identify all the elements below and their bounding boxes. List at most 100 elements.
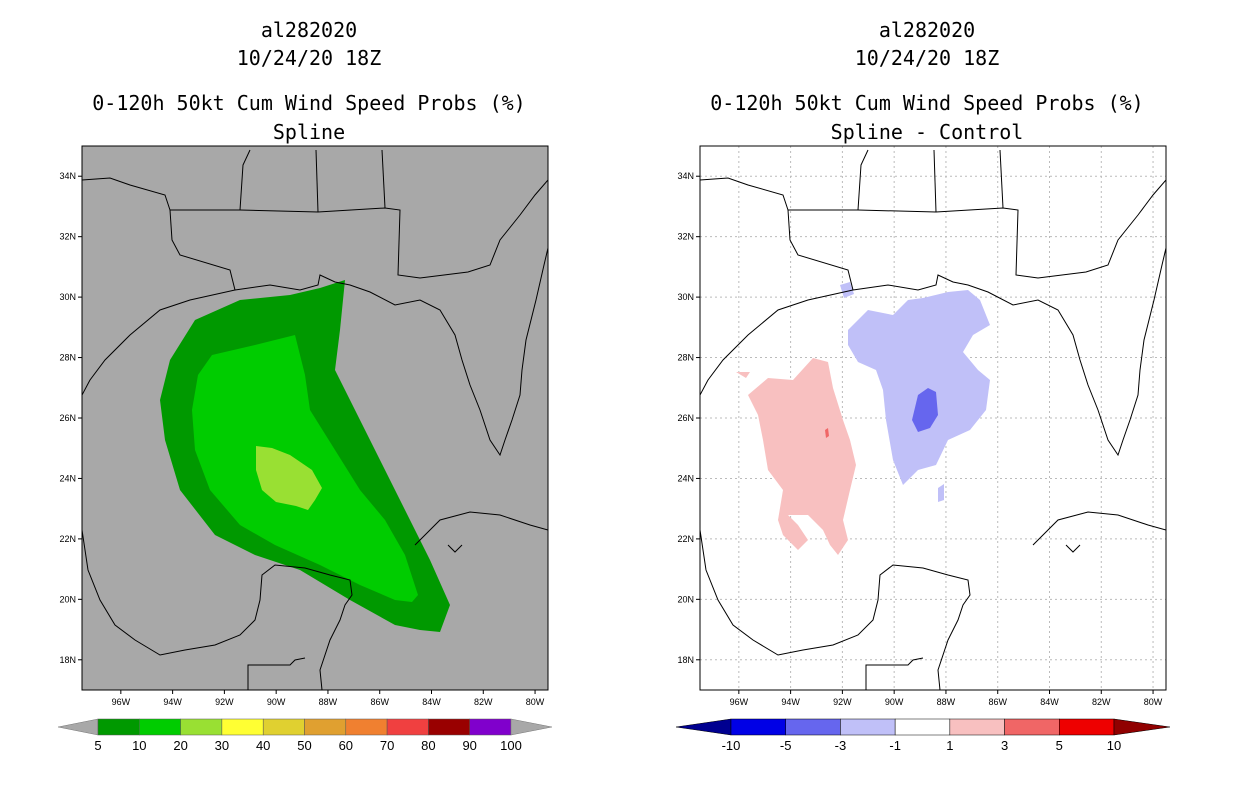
colorbar-label: 50: [297, 738, 311, 753]
colorbar-box: [730, 718, 786, 736]
right-lon-axis: 96W 94W 92W 90W 88W 86W 84W 82W 80W: [730, 690, 1163, 707]
colorbar-label: 20: [173, 738, 187, 753]
colorbar-left-arrow: [675, 718, 732, 736]
colorbar-label: -1: [889, 738, 901, 753]
lat-label: 32N: [677, 232, 694, 242]
colorbar-box: [180, 718, 223, 736]
left-lon-axis: 96W 94W 92W 90W 88W 86W 84W 82W 80W: [112, 690, 545, 707]
colorbar-label: 80: [421, 738, 435, 753]
right-lat-axis: 34N 32N 30N 28N 26N 24N 22N 20N 18N: [677, 171, 700, 665]
left-title-storm-id: al282020: [260, 18, 358, 42]
colorbar-label: 90: [462, 738, 476, 753]
colorbar-box: [469, 718, 512, 736]
diff-region-neg-1to-3-c: [938, 484, 944, 502]
right-title-datetime: 10/24/20 18Z: [854, 46, 1000, 70]
left-title-product: 0-120h 50kt Cum Wind Speed Probs (%): [92, 91, 526, 115]
left-coastlines: [82, 149, 548, 690]
right-title-product: 0-120h 50kt Cum Wind Speed Probs (%): [710, 91, 1144, 115]
colorbar-label: 30: [215, 738, 229, 753]
lon-label: 84W: [422, 697, 441, 707]
colorbar-label: -3: [835, 738, 847, 753]
lon-label: 82W: [1092, 697, 1111, 707]
colorbar-box: [386, 718, 429, 736]
colorbar-label: 3: [1001, 738, 1008, 753]
colorbar-label: 100: [500, 738, 522, 753]
right-panel: al282020 10/24/20 18Z 0-120h 50kt Cum Wi…: [618, 0, 1236, 800]
colorbar-box: [840, 718, 896, 736]
lon-label: 82W: [474, 697, 493, 707]
colorbar-box: [949, 718, 1005, 736]
lat-label: 26N: [677, 413, 694, 423]
left-panel: al282020 10/24/20 18Z 0-120h 50kt Cum Wi…: [57, 18, 553, 753]
lat-label: 24N: [677, 473, 694, 483]
diff-region-neg-1to-3: [848, 290, 990, 485]
colorbar-box: [97, 718, 140, 736]
colorbar-box: [139, 718, 181, 736]
colorbar-left-arrow: [57, 718, 99, 736]
diff-region-pos-1to3-b: [736, 372, 750, 378]
left-title-method: Spline: [272, 120, 346, 144]
lat-label: 24N: [59, 473, 76, 483]
colorbar-label: 70: [380, 738, 394, 753]
lon-label: 96W: [112, 697, 131, 707]
lat-label: 28N: [677, 353, 694, 363]
left-title-datetime: 10/24/20 18Z: [236, 46, 382, 70]
lon-label: 94W: [781, 697, 800, 707]
right-map-svg: 34N 32N 30N 28N 26N 24N 22N 20N 18N 96W 94W 92W 90W…: [675, 145, 1171, 753]
left-map-svg: 34N 32N 30N 28N 26N 24N 22N 20N 18N 96W 94W 92W 90W…: [57, 145, 553, 753]
colorbar-label: 5: [94, 738, 101, 753]
lat-label: 34N: [59, 171, 76, 181]
lon-label: 88W: [319, 697, 338, 707]
lon-label: 90W: [267, 697, 286, 707]
diff-region-pos-1to3: [748, 358, 856, 555]
lon-label: 84W: [1040, 697, 1059, 707]
colorbar-label: 10: [1107, 738, 1121, 753]
colorbar-box: [221, 718, 264, 736]
colorbar-label: 10: [132, 738, 146, 753]
lat-label: 26N: [59, 413, 76, 423]
colorbar-box: [345, 718, 388, 736]
colorbar-box: [304, 718, 347, 736]
lon-label: 94W: [163, 697, 182, 707]
lon-label: 86W: [370, 697, 389, 707]
diff-region-pos-3to5: [825, 428, 829, 438]
right-colorbar: -10 -5 -3 -1 1 3 5 10: [675, 718, 1171, 753]
lat-label: 18N: [59, 655, 76, 665]
colorbar-box: [428, 718, 470, 736]
colorbar-box: [262, 718, 305, 736]
lat-label: 22N: [677, 534, 694, 544]
lon-label: 92W: [215, 697, 234, 707]
colorbar-label: 5: [1056, 738, 1063, 753]
lat-label: 28N: [59, 353, 76, 363]
colorbar-right-arrow: [510, 718, 553, 736]
lon-label: 86W: [988, 697, 1007, 707]
lat-label: 20N: [59, 594, 76, 604]
lon-label: 88W: [937, 697, 956, 707]
diff-region-neg-3to-5: [912, 388, 938, 432]
right-title-storm-id: al282020: [878, 18, 976, 42]
lat-label: 34N: [677, 171, 694, 181]
lat-label: 20N: [677, 594, 694, 604]
lat-label: 30N: [677, 292, 694, 302]
colorbar-box: [1004, 718, 1060, 736]
lon-label: 90W: [885, 697, 904, 707]
lon-label: 96W: [730, 697, 749, 707]
colorbar-label: 1: [946, 738, 953, 753]
colorbar-box: [894, 718, 951, 736]
lon-label: 80W: [1144, 697, 1163, 707]
lat-label: 30N: [59, 292, 76, 302]
right-title-method: Spline - Control: [830, 120, 1024, 144]
left-colorbar: 5 10 20 30 40 50 60 70 80 90 100: [57, 718, 553, 753]
lon-label: 80W: [526, 697, 545, 707]
colorbar-box: [1059, 718, 1115, 736]
colorbar-label: -5: [780, 738, 792, 753]
colorbar-label: -10: [722, 738, 741, 753]
diff-region-neg-1to-3-b: [840, 282, 854, 298]
colorbar-label: 40: [256, 738, 270, 753]
lat-label: 32N: [59, 232, 76, 242]
colorbar-box: [785, 718, 841, 736]
lat-label: 18N: [677, 655, 694, 665]
left-lat-axis: 34N 32N 30N 28N 26N 24N 22N 20N 18N: [59, 171, 82, 665]
lon-label: 92W: [833, 697, 852, 707]
colorbar-right-arrow: [1113, 718, 1171, 736]
